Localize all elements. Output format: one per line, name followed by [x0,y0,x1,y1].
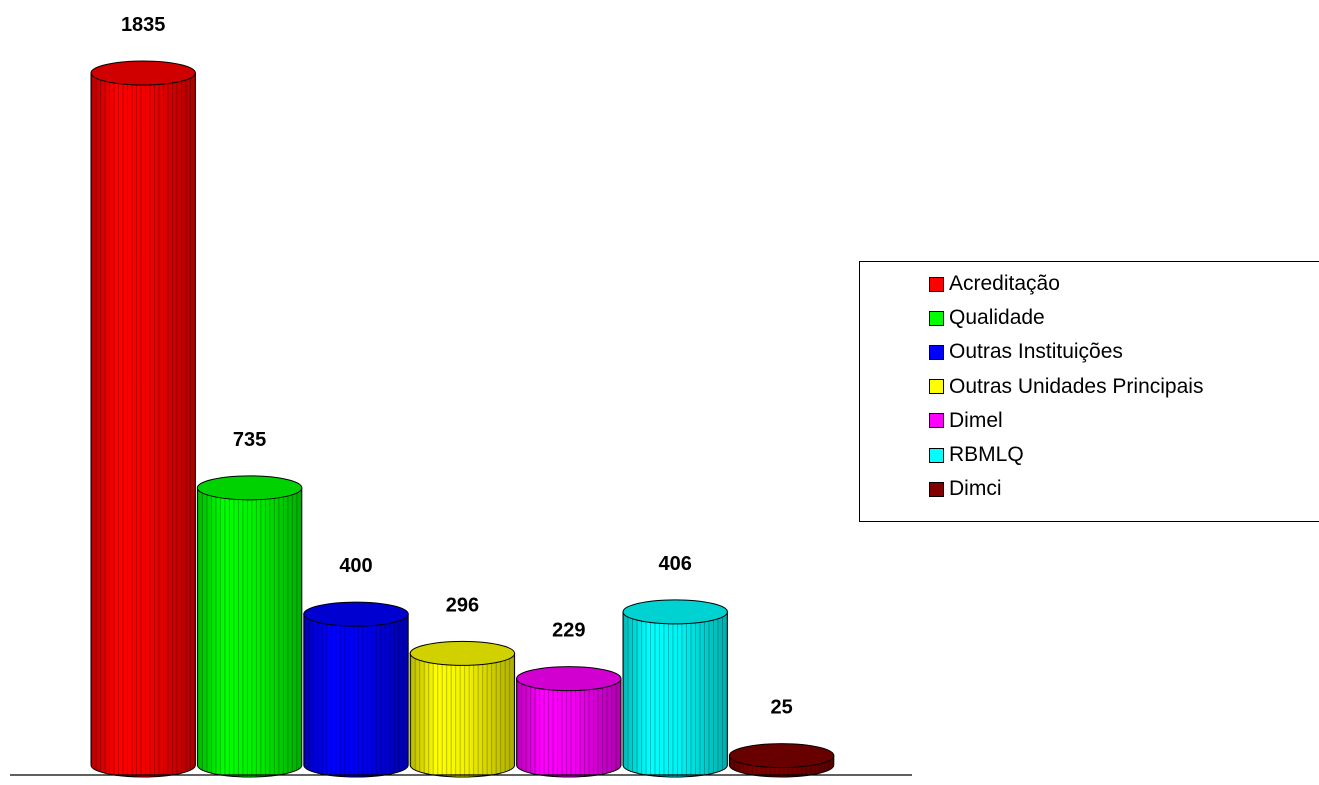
value-label: 296 [446,594,479,616]
legend-label: Outras Instituições [949,340,1123,364]
legend-label: Acreditação [949,272,1060,296]
legend-label: Dimci [949,477,1002,501]
legend-item: RBMLQ [929,438,1319,472]
legend-swatch [929,447,944,463]
legend-list: Acreditação Qualidade Outras Instituições O… [860,262,1319,506]
legend-swatch [929,413,944,429]
legend-label: Dimel [949,408,1003,432]
bar-2 [303,601,409,778]
legend-label: RBMLQ [949,443,1024,467]
value-label: 400 [339,555,372,577]
legend-swatch [929,344,944,360]
legend-item: Outras Unidades Principais [929,370,1319,404]
bars-layer [90,60,835,778]
legend-item: Acreditação [929,267,1319,301]
legend-swatch [929,276,944,292]
legend-swatch [929,310,944,326]
value-label: 735 [233,429,266,451]
value-label: 229 [552,620,585,642]
legend-swatch [929,481,944,497]
value-labels-layer: 1835 735 400 296 229 406 25 [121,14,793,719]
bar-0 [90,60,196,778]
legend-item: Dimci [929,472,1319,506]
legend-swatch [929,379,944,395]
value-label: 1835 [121,14,166,36]
bar-6 [728,743,835,778]
legend-label: Outras Unidades Principais [949,374,1204,398]
legend-item: Outras Instituições [929,335,1319,369]
value-label: 25 [770,697,792,719]
legend-label: Qualidade [949,306,1045,330]
value-label: 406 [659,553,692,575]
bar-3 [409,640,516,778]
legend-item: Dimel [929,404,1319,438]
legend-item: Qualidade [929,301,1319,335]
chart-legend: Acreditação Qualidade Outras Instituições O… [859,261,1319,522]
bar-4 [516,666,622,778]
bar-5 [622,599,728,778]
bar-1 [196,475,303,778]
